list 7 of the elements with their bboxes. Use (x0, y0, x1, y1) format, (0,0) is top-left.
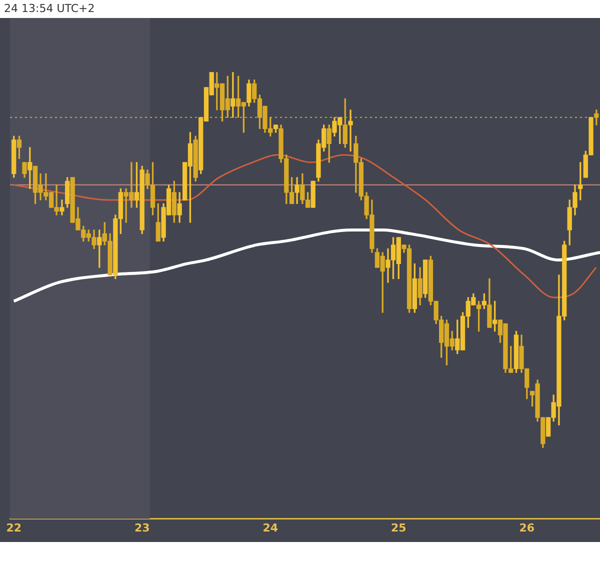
x-tick-label: 24 (262, 521, 278, 534)
x-tick-label: 26 (519, 521, 535, 534)
x-tick-label: 23 (134, 521, 150, 534)
x-tick-label: 25 (390, 521, 406, 534)
text: 24 13:54 UTC+2 (4, 2, 95, 15)
candlestick (348, 110, 353, 152)
x-tick-label: 22 (6, 521, 22, 534)
